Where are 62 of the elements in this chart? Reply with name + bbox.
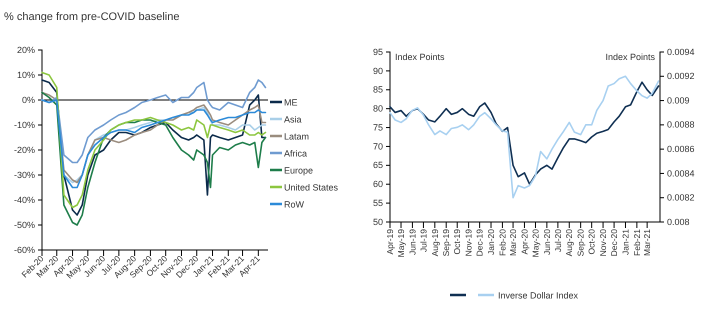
- x-tick-label: Jun-19: [407, 228, 418, 255]
- y-tick-label: 90: [372, 66, 383, 76]
- y-tick-label: 10%: [16, 70, 35, 80]
- y-tick-label: -40%: [14, 194, 35, 205]
- legend-label: ME: [284, 98, 298, 108]
- x-tick-label: Mar-21: [642, 228, 652, 256]
- legend-label: Africa: [284, 148, 308, 158]
- y2-tick-label: 0.0092: [667, 71, 695, 82]
- y2-tick-label: 0.0082: [667, 192, 695, 203]
- x-tick-label: May-20: [530, 228, 540, 258]
- legend-label: RoW: [284, 200, 305, 210]
- x-tick-label: Jan-20: [486, 228, 496, 255]
- legend-label: Europe: [284, 166, 314, 176]
- y-tick-label: -50%: [14, 220, 35, 230]
- y2-tick-label: 0.0094: [667, 46, 695, 57]
- x-tick-label: May-19: [396, 228, 406, 258]
- legend-label: Latam: [284, 132, 310, 142]
- x-tick-label: Apr-20: [519, 228, 530, 255]
- x-tick-label: Sep-19: [441, 228, 452, 256]
- legend-label: Inverse Dollar Index: [498, 290, 579, 300]
- y2-tick-label: 0.008: [667, 216, 690, 227]
- y-tick-label: 60: [372, 179, 383, 190]
- y-tick-label: 70: [372, 141, 383, 152]
- legend-label: Asia: [284, 114, 302, 124]
- y-tick-label: 20%: [16, 44, 35, 55]
- x-tick-label: Jul-19: [418, 228, 428, 252]
- y-tick-label: 65: [372, 160, 383, 170]
- y-tick-label: 75: [372, 122, 383, 132]
- x-tick-label: Dec-19: [474, 228, 485, 256]
- x-tick-label: Jun-20: [542, 228, 552, 255]
- y-tick-label: 85: [372, 84, 383, 95]
- x-tick-label: Feb-20: [497, 228, 508, 256]
- y-tick-label: -10%: [14, 120, 35, 130]
- y2-tick-label: 0.0084: [667, 168, 695, 178]
- x-tick-label: Sep-20: [576, 228, 586, 256]
- y-tick-label: 95: [372, 46, 383, 57]
- y2-tick-label: 0.009: [667, 95, 690, 106]
- x-tick-label: Aug-20: [564, 228, 574, 256]
- legend-label: United States: [284, 182, 339, 192]
- y-tick-label: -60%: [14, 244, 35, 255]
- y-axis-title: Index Points: [395, 52, 446, 62]
- x-tick-label: Jan-21: [620, 228, 630, 255]
- x-tick-label: Aug-19: [430, 228, 440, 256]
- y-tick-label: 55: [372, 198, 383, 208]
- x-tick-label: Oct-19: [452, 228, 462, 255]
- x-tick-label: Feb-21: [632, 228, 642, 256]
- x-tick-label: Oct-20: [586, 228, 597, 255]
- y-tick-label: 80: [372, 104, 383, 114]
- y2-tick-label: 0.0088: [667, 120, 695, 130]
- x-tick-label: Nov-19: [464, 228, 474, 256]
- y-tick-label: -20%: [14, 144, 35, 155]
- y2-axis-title: Index Points: [605, 52, 656, 62]
- chart-title: % change from pre-COVID baseline: [4, 11, 180, 23]
- y-tick-label: 50: [372, 216, 383, 227]
- x-tick-label: Dec-20: [609, 228, 620, 256]
- y-tick-label: 0%: [22, 94, 35, 105]
- x-tick-label: Jul-20: [552, 228, 563, 252]
- y2-tick-label: 0.0086: [667, 144, 695, 154]
- x-tick-label: Mar-20: [508, 228, 518, 256]
- y-tick-label: -30%: [14, 170, 35, 180]
- x-tick-label: Nov-20: [598, 228, 608, 256]
- x-tick-label: Apr-19: [384, 228, 395, 255]
